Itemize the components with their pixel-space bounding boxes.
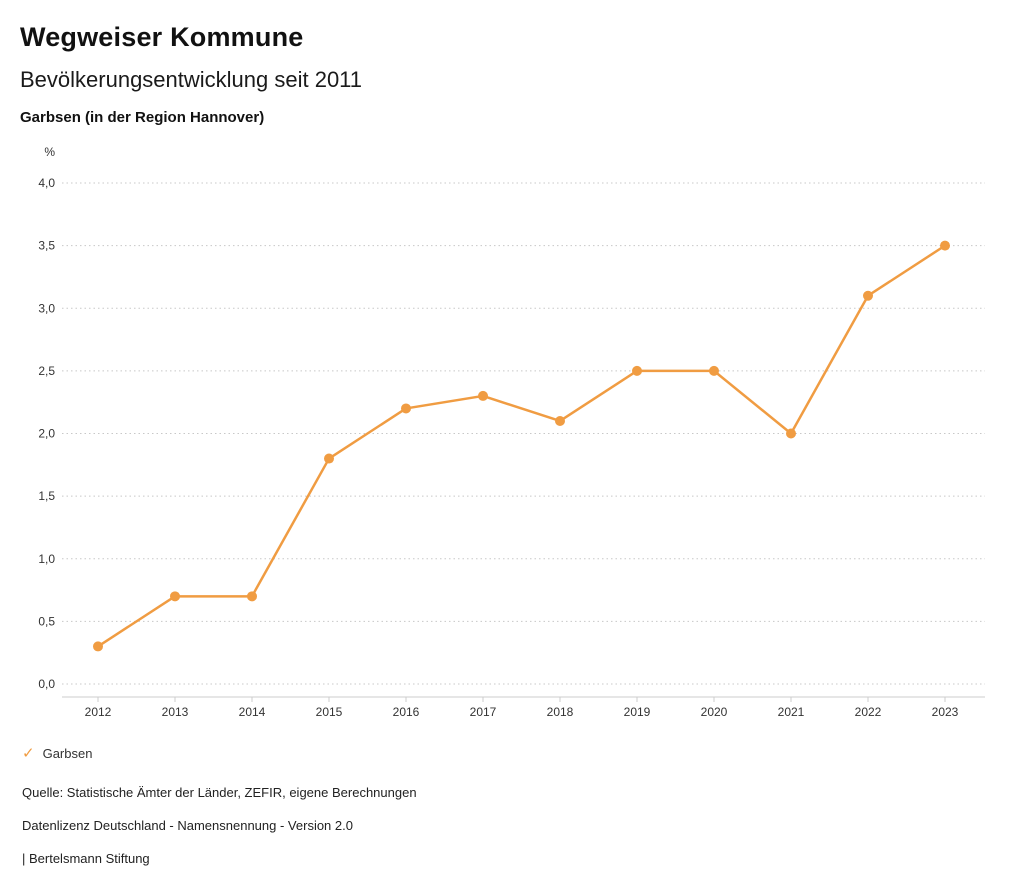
x-tick-label: 2013 <box>162 705 189 719</box>
y-tick-label: 2,0 <box>38 427 55 441</box>
data-point <box>940 240 950 251</box>
y-tick-label: 2,5 <box>38 364 55 378</box>
data-point <box>93 641 103 652</box>
license-note: Datenlizenz Deutschland - Namensnennung … <box>22 818 353 833</box>
y-tick-label: 1,5 <box>38 489 55 503</box>
legend-item-garbsen[interactable]: ✓ Garbsen <box>22 746 92 761</box>
x-tick-label: 2014 <box>239 705 266 719</box>
x-tick-label: 2018 <box>547 705 574 719</box>
footer: Quelle: Statistische Ämter der Länder, Z… <box>22 785 417 884</box>
series-line <box>97 244 946 648</box>
y-tick-label: 0,5 <box>38 614 55 628</box>
x-tick-label: 2012 <box>85 705 112 719</box>
data-point <box>401 403 411 414</box>
y-tick-label: 3,5 <box>38 239 55 253</box>
x-tick-label: 2023 <box>932 705 959 719</box>
data-point <box>709 365 719 376</box>
x-tick-label: 2020 <box>701 705 728 719</box>
check-icon: ✓ <box>22 745 35 762</box>
chart-svg: % 0,0 0,5 1,0 1,5 2,0 2,5 3,0 3,5 4,0 2012 2013 2014… <box>38 145 985 719</box>
data-point <box>632 365 642 376</box>
data-point <box>170 591 180 602</box>
data-point <box>786 428 796 439</box>
attribution-note: | Bertelsmann Stiftung <box>22 851 150 866</box>
source-note: Quelle: Statistische Ämter der Länder, Z… <box>22 785 417 800</box>
x-tick-label: 2016 <box>393 705 420 719</box>
x-tick-label: 2017 <box>470 705 497 719</box>
data-point <box>247 591 257 602</box>
legend-label: Garbsen <box>42 746 93 761</box>
y-tick-label: 0,0 <box>38 677 55 691</box>
y-axis-unit-label: % <box>44 145 55 159</box>
x-tick-label: 2015 <box>316 705 343 719</box>
data-point <box>863 290 873 301</box>
page: Wegweiser Kommune Bevölkerungsentwicklun… <box>0 0 1024 126</box>
data-point <box>555 415 565 426</box>
y-tick-label: 4,0 <box>38 176 55 190</box>
data-point <box>478 390 488 401</box>
x-tick-label: 2022 <box>855 705 882 719</box>
chart-subtitle: Bevölkerungsentwicklung seit 2011 <box>20 67 363 92</box>
data-point <box>324 453 334 464</box>
chart-location-title: Garbsen (in der Region Hannover) <box>20 109 265 126</box>
x-tick-label: 2019 <box>624 705 651 719</box>
page-title: Wegweiser Kommune <box>20 22 304 52</box>
line-chart: % 0,0 0,5 1,0 1,5 2,0 2,5 3,0 3,5 4,0 2012 2013 2014… <box>0 140 1024 730</box>
y-tick-label: 3,0 <box>38 301 55 315</box>
x-tick-label: 2021 <box>778 705 805 719</box>
y-tick-label: 1,0 <box>38 552 55 566</box>
